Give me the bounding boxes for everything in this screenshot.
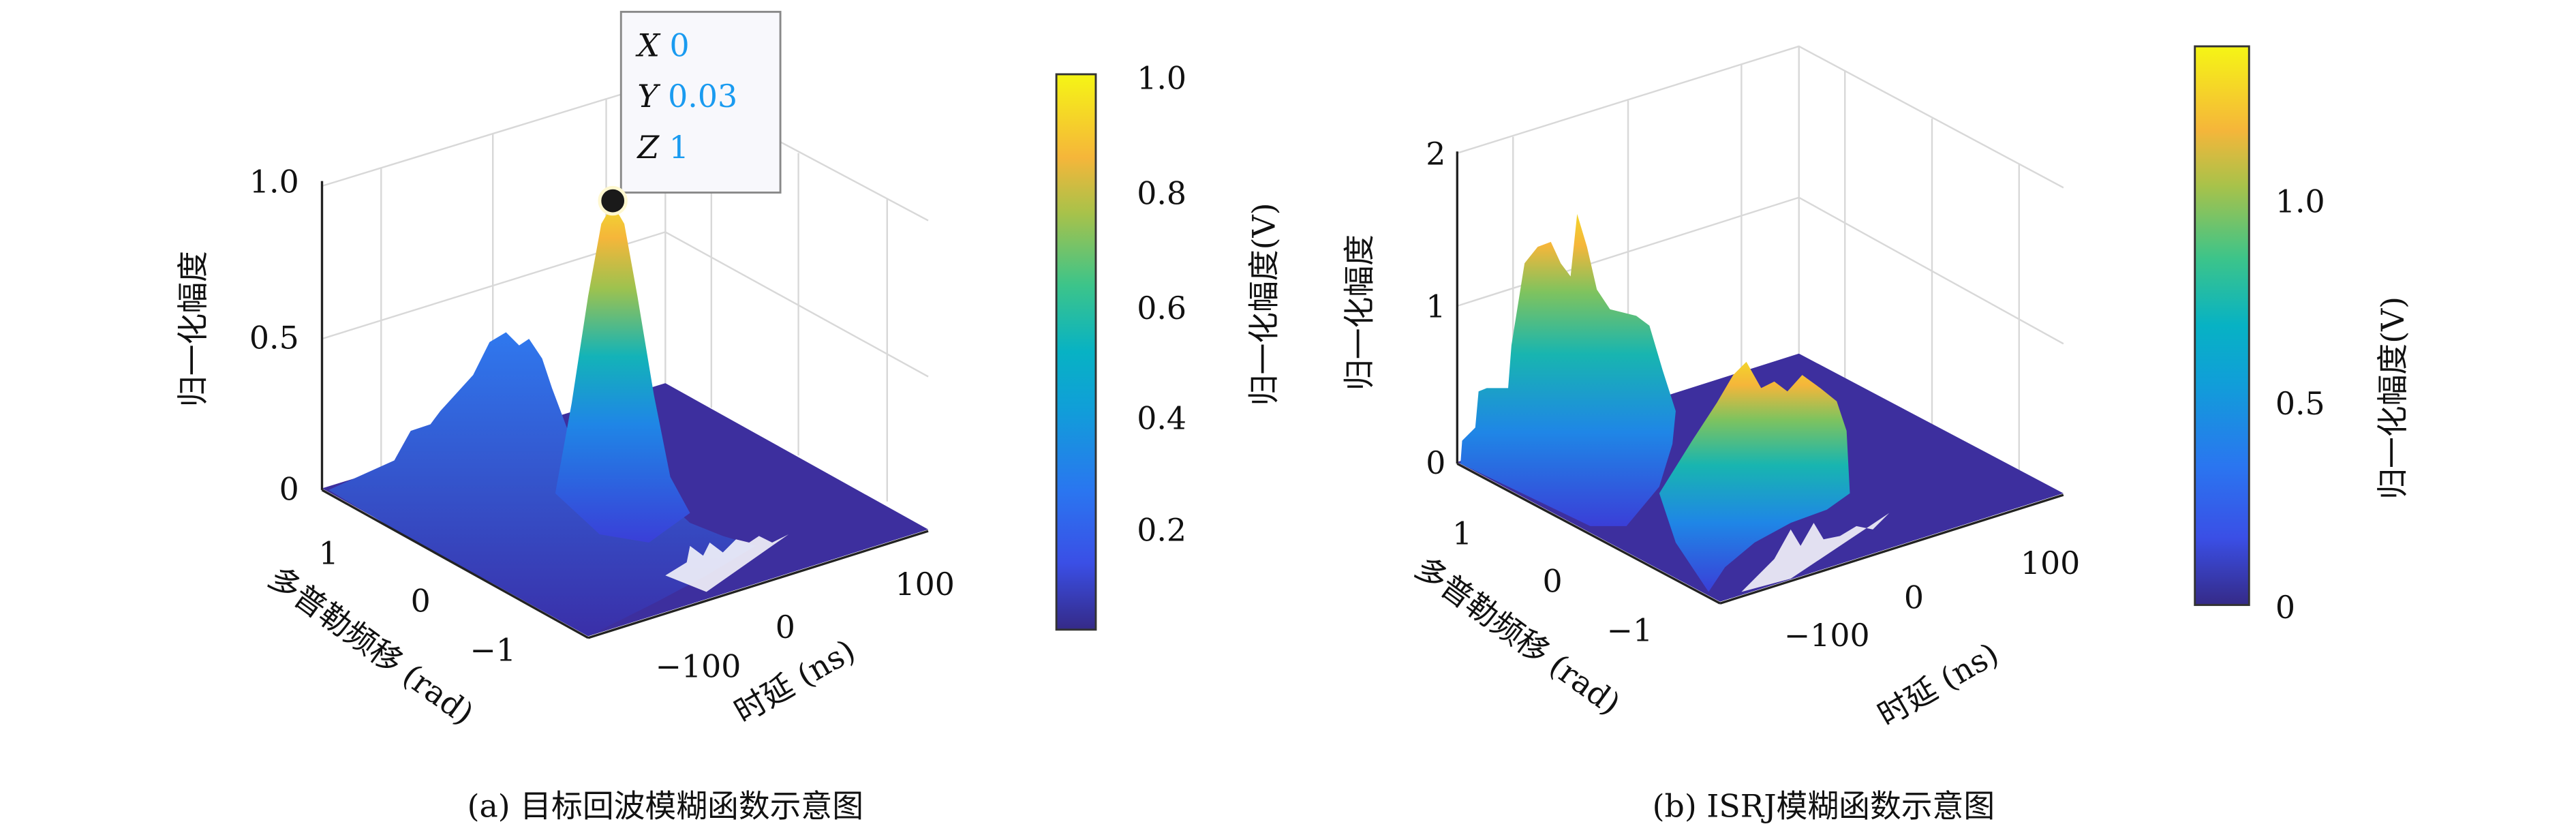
z-tick: 1.0	[249, 164, 299, 200]
z-tick: 0	[1426, 444, 1445, 481]
colorbar-tick: 0.6	[1137, 290, 1186, 326]
caption-b: (b) ISRJ模糊函数示意图	[1653, 788, 1995, 825]
colorbar-tick: 0.2	[1137, 512, 1186, 549]
surface-main-hill	[1460, 213, 1676, 526]
colorbar-tick: 1.0	[2275, 183, 2325, 219]
datatip-y-label: Y	[637, 78, 660, 115]
z-axis-label: 归一化幅度	[174, 251, 211, 407]
x-axis-label: 时延 (ns)	[1871, 635, 2005, 733]
z-tick: 1	[1426, 288, 1445, 325]
panel-a-axes	[320, 181, 929, 639]
y-axis-label: 多普勒频移 (rad)	[1409, 549, 1627, 722]
panel-a: 1.0 0.5 0 1 0 −1 −100 0 100 多普勒频移 (rad) …	[174, 10, 1283, 825]
datatip-y-value: 0.03	[668, 78, 737, 115]
colorbar-label: 归一化幅度(V)	[2374, 296, 2411, 500]
datatip-x-label: X	[635, 27, 661, 63]
colorbar-a: 1.0 0.8 0.6 0.4 0.2 归一化幅度(V)	[1055, 60, 1283, 631]
colorbar-tick: 0	[2275, 589, 2295, 626]
x-tick: −100	[1784, 617, 1870, 654]
panel-a-surface	[322, 204, 929, 637]
panel-b-axes	[1456, 151, 2064, 605]
panel-b: 2 1 0 1 0 −1 −100 0 100 多普勒频移 (rad) 时延 (…	[1341, 45, 2411, 825]
surface-sidelobes	[328, 332, 756, 637]
z-tick: 0.5	[249, 320, 299, 356]
x-axis-label: 时延 (ns)	[728, 632, 861, 730]
z-tick: 0	[279, 470, 299, 507]
x-tick: 0	[1904, 579, 1924, 615]
x-tick: 100	[2021, 545, 2080, 581]
surface-second-hill	[1659, 361, 1850, 592]
datatip-marker[interactable]	[598, 185, 628, 216]
datatip[interactable]: X 0 Y 0.03 Z 1	[619, 10, 782, 194]
colorbar-b: 1.0 0.5 0 归一化幅度(V)	[2194, 45, 2411, 626]
x-tick: 100	[895, 566, 955, 603]
colorbar-tick: 0.8	[1137, 174, 1186, 211]
y-tick: 0	[1543, 562, 1563, 599]
y-tick: 1	[319, 534, 339, 571]
panel-b-surface	[1457, 213, 2064, 602]
y-tick: −1	[1607, 612, 1653, 649]
colorbar-tick: 0.4	[1137, 400, 1186, 437]
y-tick: 1	[1452, 515, 1472, 551]
x-tick: −100	[656, 648, 741, 685]
surface-noise-edge	[665, 534, 789, 592]
caption-a: (a) 目标回波模糊函数示意图	[467, 788, 863, 825]
y-axis-label: 多普勒频移 (rad)	[262, 559, 480, 732]
surface-noise-edge	[1741, 513, 1890, 592]
z-axis-label: 归一化幅度	[1341, 234, 1378, 391]
datatip-z-label: Z	[636, 129, 660, 166]
surface-main-peak	[555, 204, 690, 543]
colorbar-label: 归一化幅度(V)	[1246, 203, 1283, 406]
y-tick: −1	[470, 632, 516, 669]
datatip-x-value: 0	[670, 27, 690, 63]
y-tick: 0	[411, 582, 431, 619]
colorbar-tick: 1.0	[1137, 60, 1186, 97]
datatip-z-value: 1	[669, 129, 689, 166]
x-tick: 0	[776, 609, 795, 645]
svg-text:Z 1: Z 1	[636, 129, 689, 166]
z-tick: 2	[1426, 136, 1445, 172]
svg-text:Y 0.03: Y 0.03	[637, 78, 737, 115]
svg-text:X 0: X 0	[635, 27, 689, 63]
colorbar-tick: 0.5	[2275, 385, 2325, 422]
